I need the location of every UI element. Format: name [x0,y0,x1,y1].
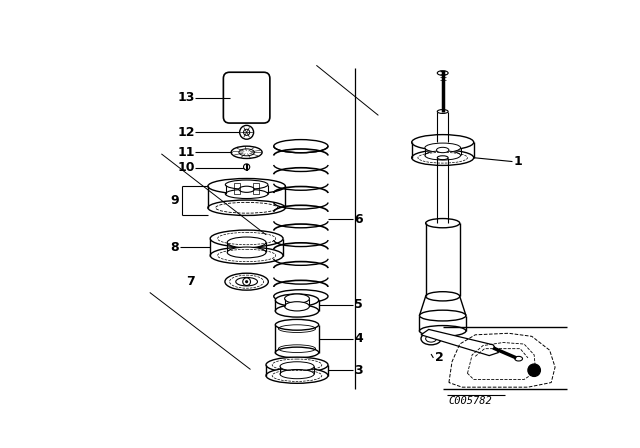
Text: 10: 10 [177,161,195,174]
Ellipse shape [266,357,328,373]
Ellipse shape [425,143,461,152]
Ellipse shape [275,347,319,358]
Ellipse shape [425,151,461,160]
Bar [253,183,259,194]
Text: 6: 6 [355,213,363,226]
Text: 11: 11 [177,146,195,159]
Circle shape [243,278,250,285]
Ellipse shape [436,147,449,153]
Ellipse shape [225,189,268,198]
Ellipse shape [225,273,268,290]
Ellipse shape [225,180,268,189]
Circle shape [245,280,248,283]
Ellipse shape [419,326,466,336]
Ellipse shape [437,110,448,113]
Ellipse shape [239,186,254,192]
Ellipse shape [275,294,319,306]
Text: 13: 13 [177,91,195,104]
Ellipse shape [412,150,474,165]
Ellipse shape [208,178,285,194]
Text: 2: 2 [435,351,444,364]
Text: 3: 3 [355,364,363,377]
Text: 7: 7 [186,275,195,288]
Ellipse shape [266,368,328,383]
Ellipse shape [227,247,266,258]
Text: C005782: C005782 [449,396,493,406]
Ellipse shape [280,370,314,379]
Ellipse shape [275,319,319,330]
Text: 1: 1 [514,155,523,168]
Ellipse shape [515,356,522,361]
Text: 9: 9 [171,194,179,207]
Ellipse shape [227,237,266,248]
Ellipse shape [437,71,448,75]
Ellipse shape [285,302,309,311]
Ellipse shape [285,294,309,303]
Ellipse shape [208,200,285,215]
Text: 12: 12 [177,126,195,139]
Ellipse shape [280,362,314,371]
Text: 8: 8 [171,241,179,254]
Ellipse shape [426,292,460,301]
Polygon shape [421,329,499,356]
Circle shape [528,364,540,376]
Ellipse shape [426,219,460,228]
Ellipse shape [210,247,283,264]
Circle shape [244,164,250,170]
Ellipse shape [421,332,441,345]
Ellipse shape [210,230,283,247]
Ellipse shape [419,310,466,321]
Text: 5: 5 [355,298,363,311]
Bar [234,183,241,194]
Ellipse shape [275,305,319,317]
Text: 4: 4 [355,332,363,345]
Ellipse shape [236,277,257,286]
Ellipse shape [412,134,474,150]
Ellipse shape [437,156,448,159]
